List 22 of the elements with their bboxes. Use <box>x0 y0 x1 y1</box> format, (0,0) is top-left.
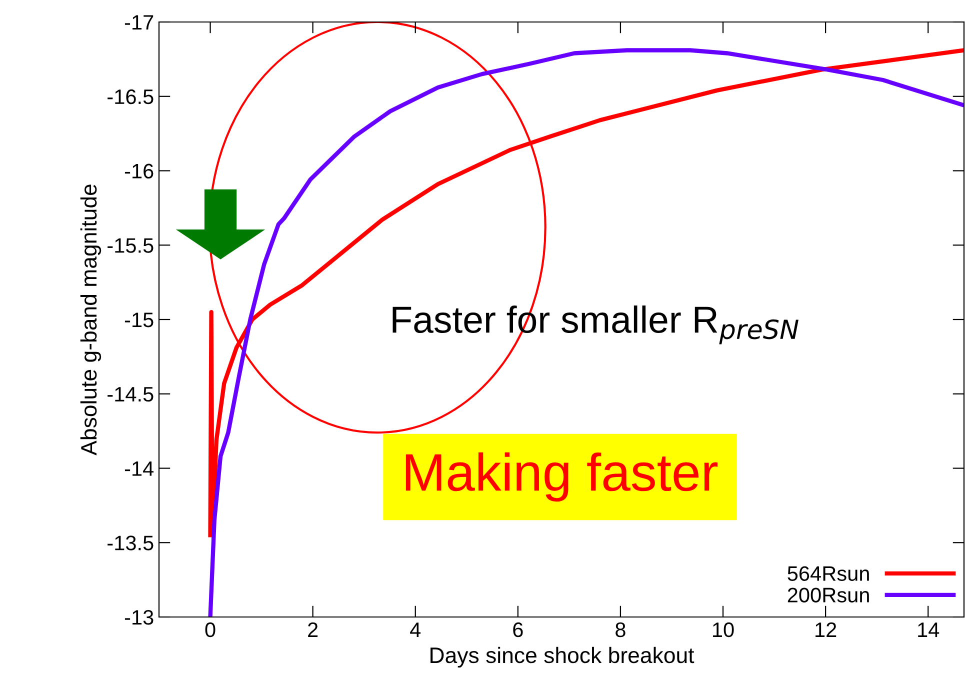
y-tick-label: -13.5 <box>108 536 154 550</box>
x-tick-label: 4 <box>410 622 421 637</box>
y-tick-label: -14.5 <box>108 387 154 402</box>
x-tick-label: 12 <box>816 622 836 637</box>
x-axis-title: Days since shock breakout <box>430 646 694 668</box>
legend-label: 564Rsun <box>788 566 869 581</box>
y-tick-label: -17 <box>124 15 154 30</box>
y-axis-title: Absolute g-band magnitude <box>80 184 102 456</box>
y-tick-label: -16.5 <box>108 89 154 104</box>
y-tick-label: -13 <box>124 610 154 625</box>
x-tick-label: 14 <box>918 622 940 637</box>
x-tick-label: 6 <box>513 622 523 638</box>
x-tick-label: 2 <box>308 622 318 637</box>
legend-label: 200Rsun <box>788 588 869 602</box>
y-tick-label: -15 <box>124 312 154 328</box>
x-tick-label: 0 <box>205 622 216 638</box>
x-tick-label: 8 <box>616 622 626 638</box>
y-tick-label: -16 <box>124 164 154 179</box>
x-tick-label: 10 <box>713 622 734 638</box>
y-tick-label: -15.5 <box>108 238 154 253</box>
y-tick-label: -14 <box>124 461 154 476</box>
annotation: Making faster <box>406 452 718 502</box>
